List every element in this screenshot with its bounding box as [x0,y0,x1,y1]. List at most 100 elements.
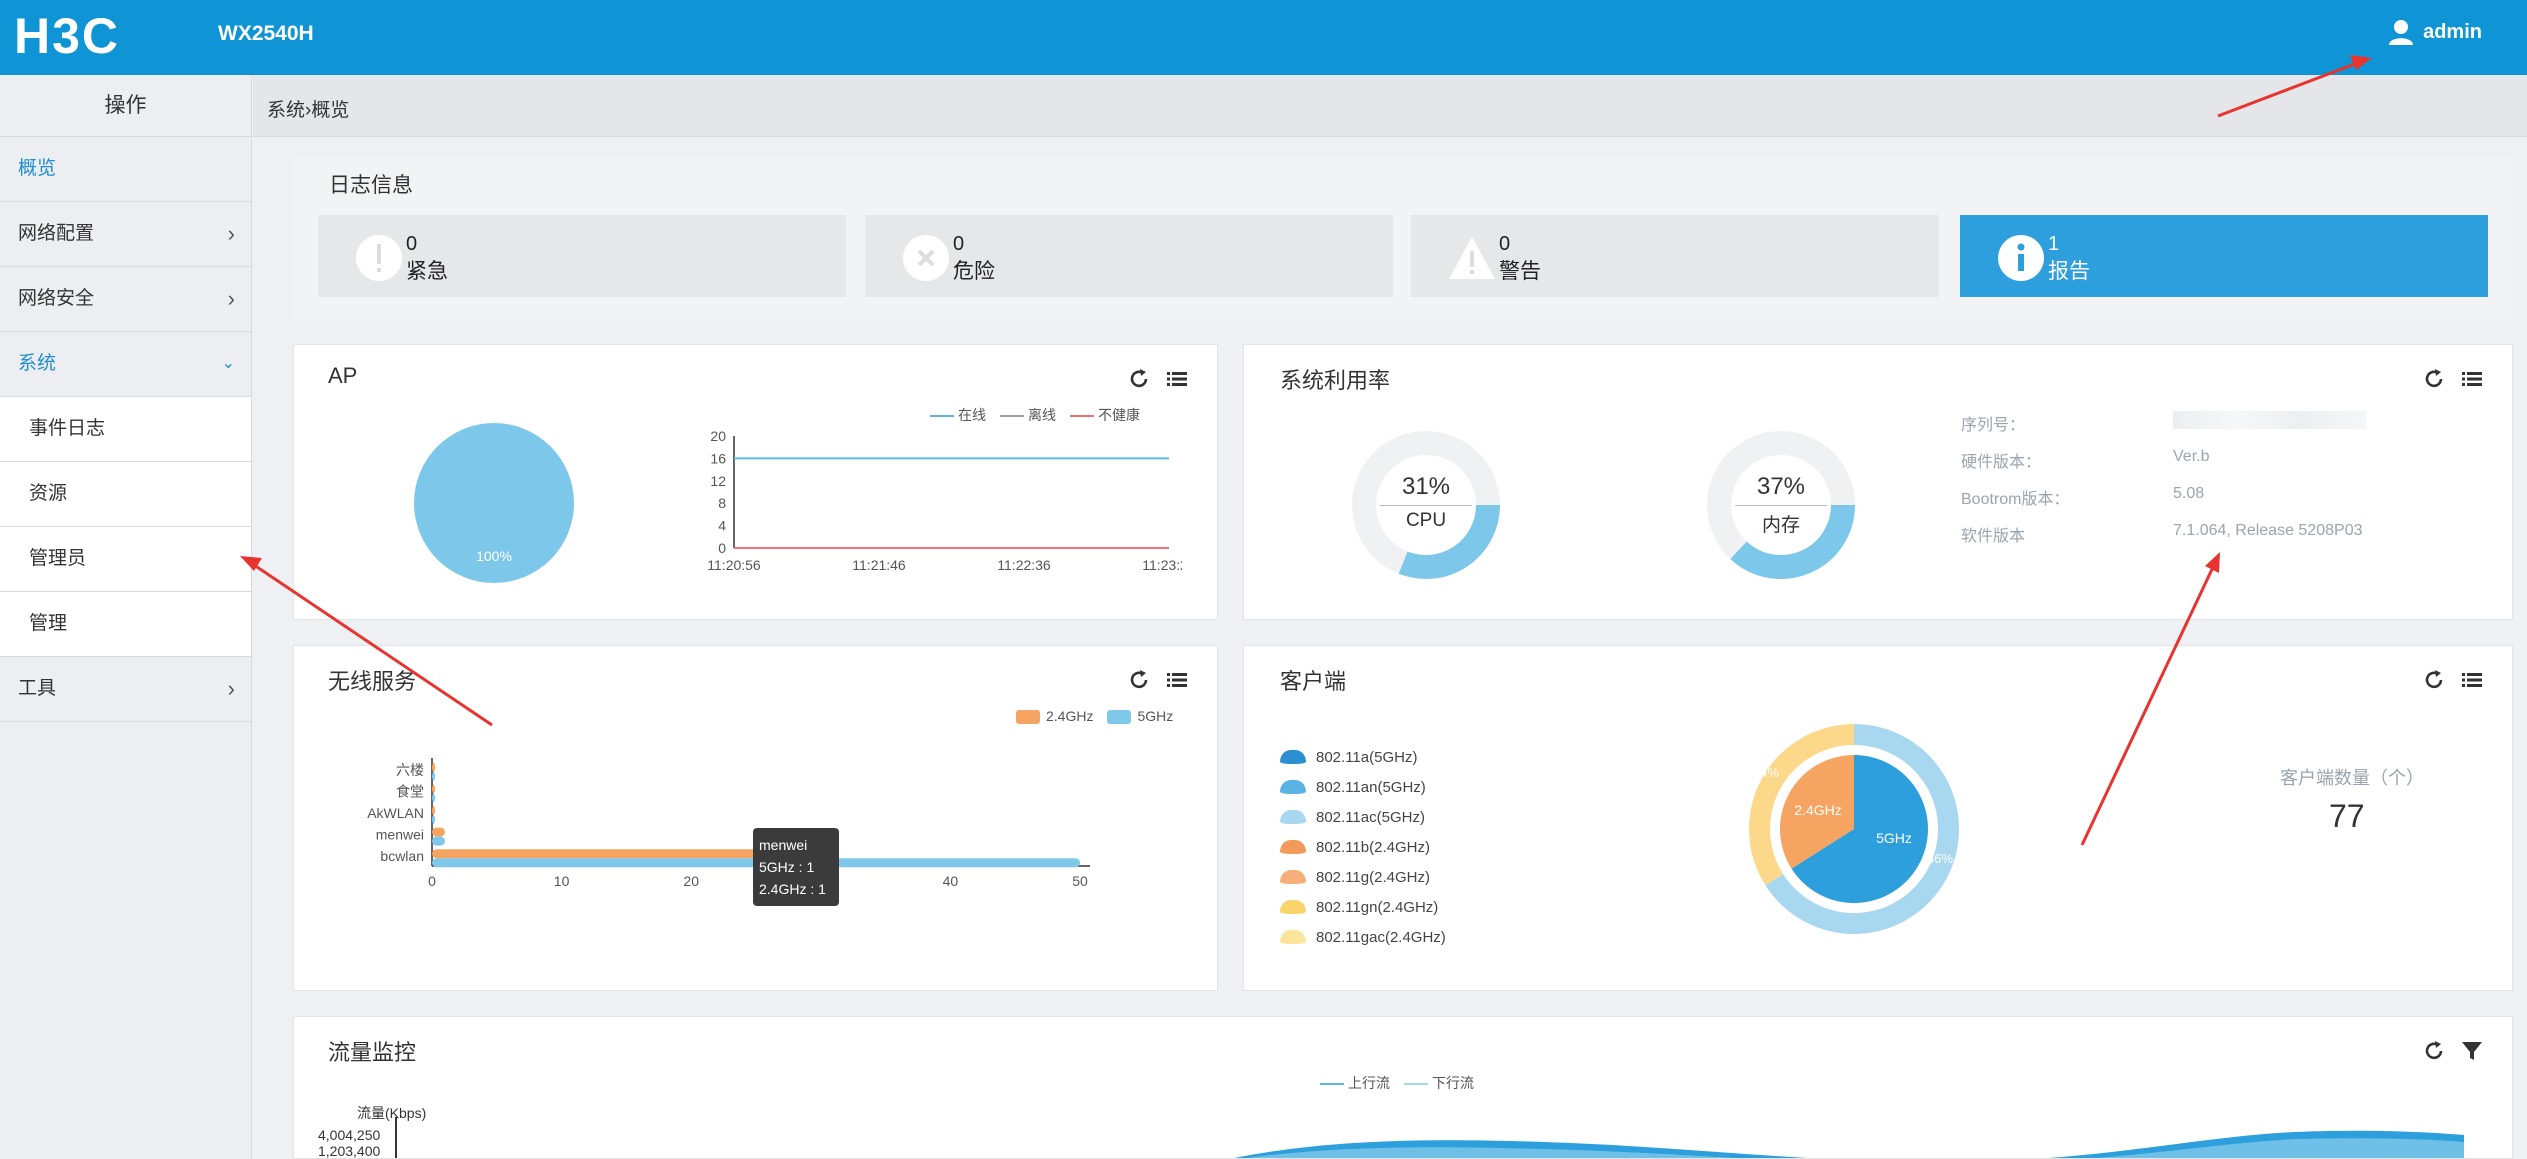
client-count-label: 客户端数量（个） [2280,768,2424,788]
refresh-icon[interactable] [2422,1039,2446,1063]
clients-title: 客户端 [1280,669,1347,694]
alert-circle-icon [356,235,402,281]
h3c-logo: H3C [14,10,120,60]
filter-icon[interactable] [2460,1039,2484,1063]
bar-六楼-1 [432,771,435,781]
ap-pie: 100% [414,423,574,583]
y-tick-label: 12 [710,473,726,489]
list-menu-icon[interactable] [2460,668,2484,692]
memory-gauge-text: 37% 内存 [1706,473,1856,537]
log-count: 0 [953,233,965,255]
nav-label: 管理员 [29,548,87,569]
nav-overview[interactable]: 概览 [0,137,251,202]
nav-administrators[interactable]: 管理员 [0,527,251,592]
legend-80211ac[interactable]: 802.11ac(5GHz) [1280,802,1446,832]
traffic-legend: 上行流 下行流 [1320,1073,1474,1093]
legend-80211a[interactable]: 802.11a(5GHz) [1280,742,1446,772]
ap-legend: 在线 离线 不健康 [930,405,1140,425]
legend-80211b[interactable]: 802.11b(2.4GHz) [1280,832,1446,862]
legend-5ghz[interactable]: 5GHz [1107,708,1173,725]
hardware-version-key: 硬件版本： [1961,454,2042,471]
y-tick-label: 20 [710,430,726,444]
top-header: H3C WX2540H admin [0,0,2527,75]
y-tick-label: 8 [718,495,726,511]
x-tick-label: 11:20:56 [707,557,761,573]
traffic-ytick: 1,203,400 [318,1143,381,1159]
nav-resources[interactable]: 资源 [0,462,251,527]
refresh-icon[interactable] [1127,367,1151,391]
x-tick-label: 0 [428,873,436,889]
log-label: 紧急 [406,260,448,283]
nav-system[interactable]: 系统 ⌄ [0,332,251,397]
legend-80211g[interactable]: 802.11g(2.4GHz) [1280,862,1446,892]
legend-downstream[interactable]: 下行流 [1404,1073,1474,1093]
bar-AkWLAN-1 [432,815,435,824]
bar-menwei-0 [432,827,445,837]
nav-label: 概览 [18,158,57,179]
log-card-emergency[interactable]: 0 紧急 [318,215,846,297]
breadcrumb-bar: 系统›概览 [253,75,2527,137]
refresh-icon[interactable] [2422,668,2446,692]
info-circle-icon [1998,235,2044,281]
outer-label-yellow: 34% [1753,765,1779,780]
software-version-key: 软件版本 [1961,528,2026,545]
outer-label-blue: 66% [1927,851,1953,866]
ap-panel: AP 100% 在线 离线 不健康 0 4 8 12 16 20 11:20:56 11:21… [293,344,1218,620]
cpu-percent: 31% [1401,473,1451,500]
clients-legend: 802.11a(5GHz) 802.11an(5GHz) 802.11ac(5G… [1280,742,1446,952]
traffic-ytick: 4,004,250 [318,1127,381,1143]
nav-label: 系统 [18,353,57,374]
x-tick-label: 10 [554,873,570,889]
memory-gauge [1707,431,1855,579]
list-menu-icon[interactable] [1165,367,1189,391]
log-count: 0 [1499,233,1511,255]
refresh-icon[interactable] [1127,668,1151,692]
legend-80211gn[interactable]: 802.11gn(2.4GHz) [1280,892,1446,922]
log-card-warning[interactable]: 0 警告 [1411,215,1939,297]
log-label: 报告 [2048,260,2090,283]
nav-tools[interactable]: 工具 › [0,657,251,722]
wireless-legend: 2.4GHz 5GHz [1016,708,1173,725]
traffic-panel: 流量监控 上行流 下行流 流量(Kbps) 4,004,250 1,203,40… [293,1016,2513,1159]
bar-食堂-0 [432,784,435,794]
cpu-label: CPU [1380,505,1472,532]
log-card-report[interactable]: 1 报告 [1960,215,2488,297]
nav-event-log[interactable]: 事件日志 [0,397,251,462]
log-card-danger[interactable]: 0 危险 [865,215,1393,297]
log-count: 0 [406,233,418,255]
nav-label: 管理 [29,613,68,634]
user-icon [2389,20,2414,45]
refresh-icon[interactable] [2422,367,2446,391]
nav-label: 资源 [29,483,68,504]
nav-management[interactable]: 管理 [0,592,251,657]
nav-network-config[interactable]: 网络配置 › [0,202,251,267]
log-label: 危险 [953,260,995,283]
log-panel: 日志信息 0 紧急 0 危险 0 警告 1 报告 [293,157,2513,319]
memory-label: 内存 [1735,505,1827,537]
legend-80211gac[interactable]: 802.11gac(2.4GHz) [1280,922,1446,952]
y-tick-label: menwei [376,827,424,843]
breadcrumb-current: 概览 [311,100,350,121]
list-menu-icon[interactable] [2460,367,2484,391]
user-menu[interactable]: admin [2387,18,2482,46]
svg-text:H3C: H3C [14,10,120,60]
y-tick-label: 4 [718,518,726,534]
legend-80211an[interactable]: 802.11an(5GHz) [1280,772,1446,802]
ap-title: AP [328,363,358,388]
y-tick-label: 16 [710,450,726,466]
cpu-gauge [1352,431,1500,579]
breadcrumb: 系统›概览 [267,95,349,122]
sysuse-title: 系统利用率 [1280,368,1391,393]
tooltip-line-24ghz: 2.4GHz : 1 [759,881,826,897]
breadcrumb-parent[interactable]: 系统 [267,100,306,121]
legend-2-4ghz[interactable]: 2.4GHz [1016,708,1093,725]
chevron-right-icon: › [227,286,235,311]
device-model: WX2540H [218,22,314,45]
chart-tooltip: menwei 5GHz : 1 2.4GHz : 1 [753,828,839,906]
nav-network-security[interactable]: 网络安全 › [0,267,251,332]
legend-upstream[interactable]: 上行流 [1320,1073,1390,1093]
wireless-service-panel: 无线服务 2.4GHz 5GHz 01020304050六楼食堂AkWLANme… [293,645,1218,991]
gauge-fill [1730,504,1855,579]
list-menu-icon[interactable] [1165,668,1189,692]
software-version-value: 7.1.064, Release 5208P03 [2173,522,2363,539]
